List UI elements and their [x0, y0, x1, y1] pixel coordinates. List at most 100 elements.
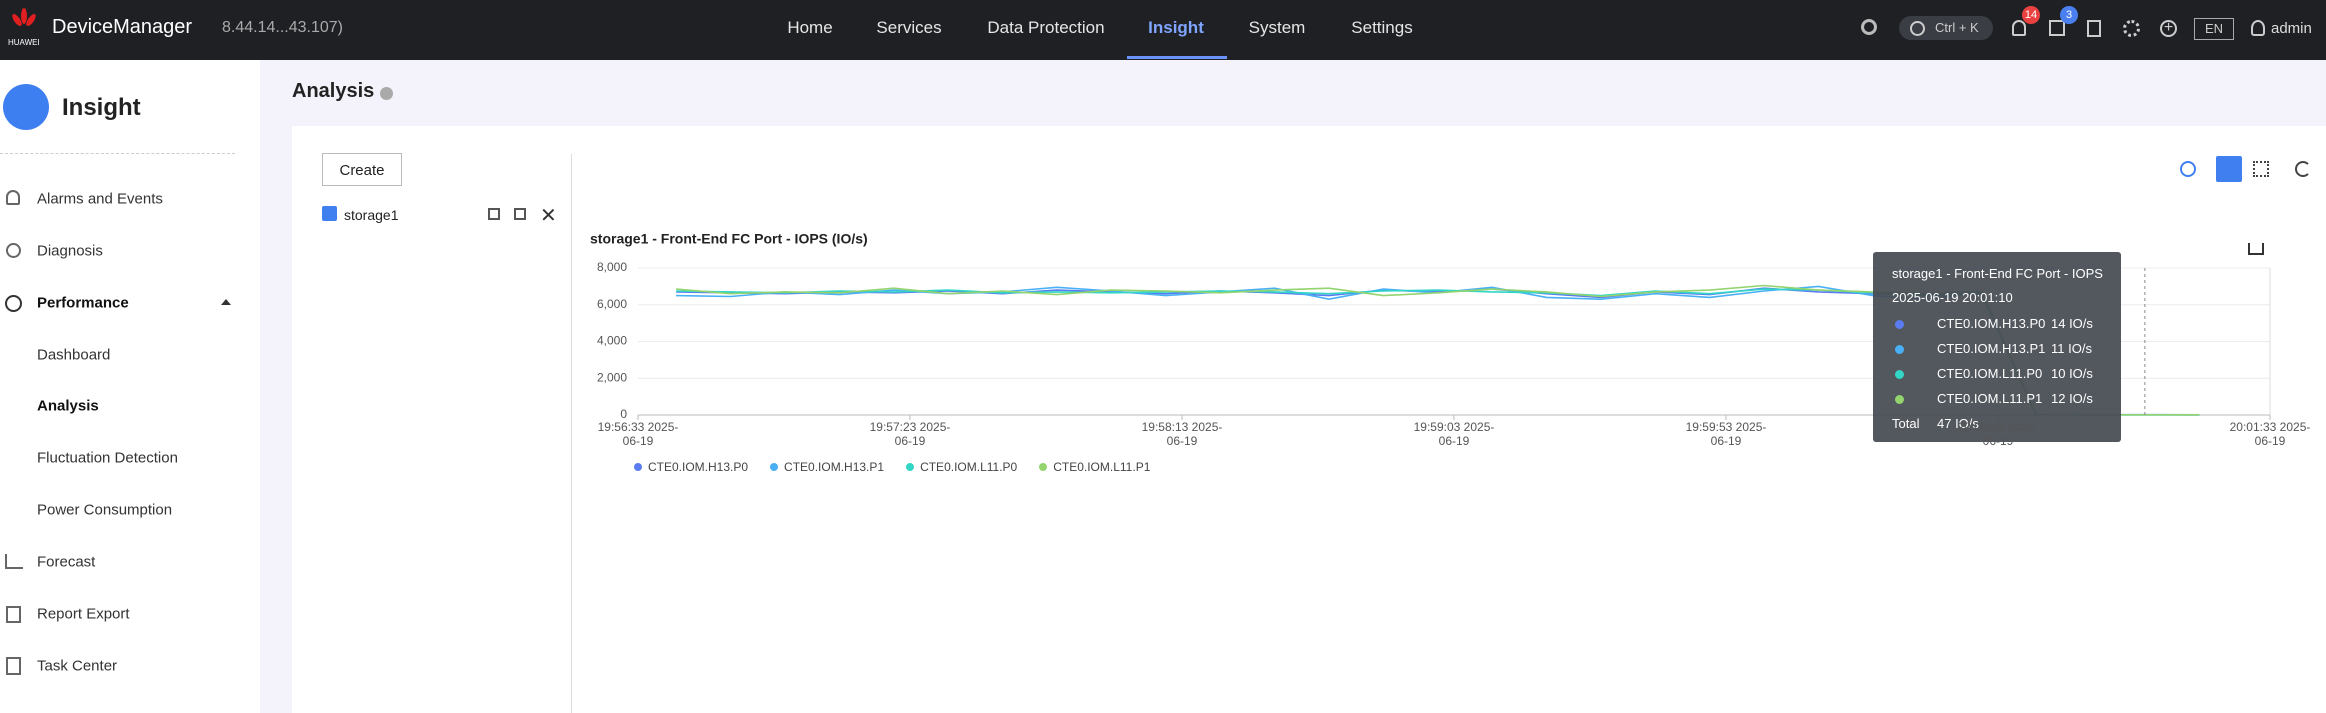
x-tick-label: 19:58:13 2025-06-19 [1141, 420, 1223, 448]
x-tick-label: 20:00:43 2025-06-19 [1957, 420, 2039, 448]
legend-item: CTE0.IOM.L11.P0 [906, 460, 1017, 474]
tooltip: storage1 - Front-End FC Port - IOPS 2025… [1873, 252, 2121, 442]
legend-label: CTE0.IOM.L11.P0 [920, 460, 1018, 474]
tooltip-time: 2025-06-19 20:01:10 [1892, 290, 2013, 305]
tooltip-value: 14 IO/s [2051, 316, 2093, 331]
menu-item[interactable]: Fluctuation Detection [37, 449, 178, 467]
divider [571, 154, 572, 713]
app-name: DeviceManager [52, 16, 193, 38]
menu-item[interactable]: Report Export [37, 605, 130, 623]
menu-icon [5, 295, 22, 312]
legend: CTE0.IOM.H13.P0 CTE0.IOM.H13.P1 CTE0.IOM.L… [634, 460, 1150, 474]
legend-label: CTE0.IOM.H13.P1 [784, 460, 885, 474]
tooltip-dot [1895, 320, 1904, 329]
collapse-arrow[interactable] [221, 299, 231, 305]
nav-item[interactable]: Settings [1351, 18, 1413, 37]
tooltip-value: 12 IO/s [2051, 391, 2093, 406]
settings-icon[interactable] [2123, 20, 2140, 37]
menu-icon [6, 657, 21, 675]
tooltip-series: CTE0.IOM.L11.P0 [1937, 366, 2043, 381]
legend-swatch [634, 463, 642, 471]
nav-item[interactable]: Home [787, 18, 833, 37]
tooltip-value: 11 IO/s [2051, 341, 2092, 356]
doc-icon[interactable] [2087, 20, 2101, 37]
task-icon[interactable] [2049, 20, 2065, 36]
x-tick-label: 19:57:23 2025-06-19 [869, 420, 951, 448]
tooltip-total-label: Total [1892, 416, 1920, 431]
menu-icon [6, 243, 21, 258]
tooltip-series: CTE0.IOM.L11.P1 [1937, 391, 2043, 406]
nav-item[interactable]: Insight [1148, 18, 1204, 37]
tooltip-total: 47 IO/s [1937, 416, 1979, 431]
header: HUAWEI DeviceManager 8.44.14...43.107) H… [0, 0, 2326, 60]
nav-underline [1127, 56, 1227, 59]
nav-item[interactable]: System [1248, 18, 1306, 37]
alarm-badge: 14 [2022, 6, 2040, 24]
x-tick-label: 19:59:03 2025-06-19 [1413, 420, 1495, 448]
language[interactable]: EN [2194, 18, 2234, 40]
menu-group[interactable]: Performance [37, 294, 129, 312]
legend-swatch [770, 463, 779, 471]
nav-item[interactable]: Services [876, 18, 942, 37]
page-title: Analysis [292, 80, 375, 102]
menu-item[interactable]: Power Consumption [37, 501, 173, 519]
separator [0, 153, 235, 154]
tooltip-value: 10 IO/s [2051, 366, 2093, 381]
legend-item: CTE0.IOM.L11.P1 [1039, 460, 1150, 474]
tooltip-dot [1895, 370, 1904, 379]
brand: HUAWEI [8, 38, 40, 47]
menu-icon [5, 554, 23, 569]
y-tick-label: 4,000 [597, 334, 627, 348]
menu-item[interactable]: Forecast [37, 553, 96, 571]
x-tick-label: 20:01:33 2025-06-19 [2229, 420, 2311, 448]
y-tick-label: 2,000 [597, 370, 627, 384]
user-icon [2251, 20, 2265, 36]
menu-icon [6, 190, 20, 205]
tooltip-series: CTE0.IOM.H13.P0 [1937, 316, 2046, 331]
search-icon [1910, 21, 1925, 36]
menu-item[interactable]: Analysis [37, 397, 99, 415]
nav-item[interactable]: Data Protection [987, 18, 1105, 37]
status-icon[interactable] [1861, 19, 1877, 35]
list-view[interactable] [2216, 156, 2242, 182]
download[interactable] [2248, 243, 2264, 255]
tooltip-title: storage1 - Front-End FC Port - IOPS [1892, 266, 2103, 281]
address: 8.44.14...43.107) [222, 19, 343, 36]
insight-icon [3, 84, 49, 130]
legend-label: CTE0.IOM.L11.P1 [1053, 460, 1151, 474]
y-tick-label: 8,000 [597, 260, 627, 274]
legend-label: CTE0.IOM.H13.P0 [648, 460, 749, 474]
menu-item[interactable]: Alarms and Events [37, 190, 163, 208]
tooltip-dot [1895, 395, 1904, 404]
help-icon[interactable] [380, 87, 393, 100]
alarm-icon[interactable] [2012, 20, 2026, 36]
search[interactable]: Ctrl + K [1899, 16, 1993, 40]
tooltip-series: CTE0.IOM.H13.P1 [1937, 341, 2046, 356]
create-button[interactable]: Create [322, 153, 402, 186]
menu-item[interactable]: Task Center [37, 657, 118, 675]
edit-icon[interactable] [488, 208, 500, 220]
menu-item[interactable]: Diagnosis [37, 242, 103, 260]
legend-swatch [906, 463, 915, 471]
object-name: storage1 [344, 207, 399, 223]
copy-icon[interactable] [514, 208, 526, 220]
legend-item: CTE0.IOM.H13.P1 [770, 460, 884, 474]
sidebar: Insight Alarms and Events Diagnosis Perf… [0, 60, 260, 713]
menu-item[interactable]: Dashboard [37, 346, 111, 364]
checkbox[interactable] [322, 206, 337, 221]
y-tick-label: 6,000 [597, 297, 627, 311]
x-tick-label: 19:59:53 2025-06-19 [1685, 420, 1767, 448]
task-badge: 3 [2060, 6, 2078, 24]
legend-swatch [1039, 463, 1048, 471]
add-icon[interactable]: + [2160, 20, 2177, 37]
y-tick-label: 0 [620, 407, 627, 421]
refresh[interactable] [2295, 161, 2311, 177]
close-icon[interactable]: ✕ [540, 205, 557, 227]
x-tick-label: 19:56:33 2025-06-19 [597, 420, 679, 448]
menu-icon [6, 606, 21, 623]
time-icon[interactable] [2180, 161, 2196, 177]
logo [12, 8, 36, 26]
user[interactable]: admin [2271, 20, 2312, 37]
grid-view[interactable] [2253, 161, 2269, 177]
